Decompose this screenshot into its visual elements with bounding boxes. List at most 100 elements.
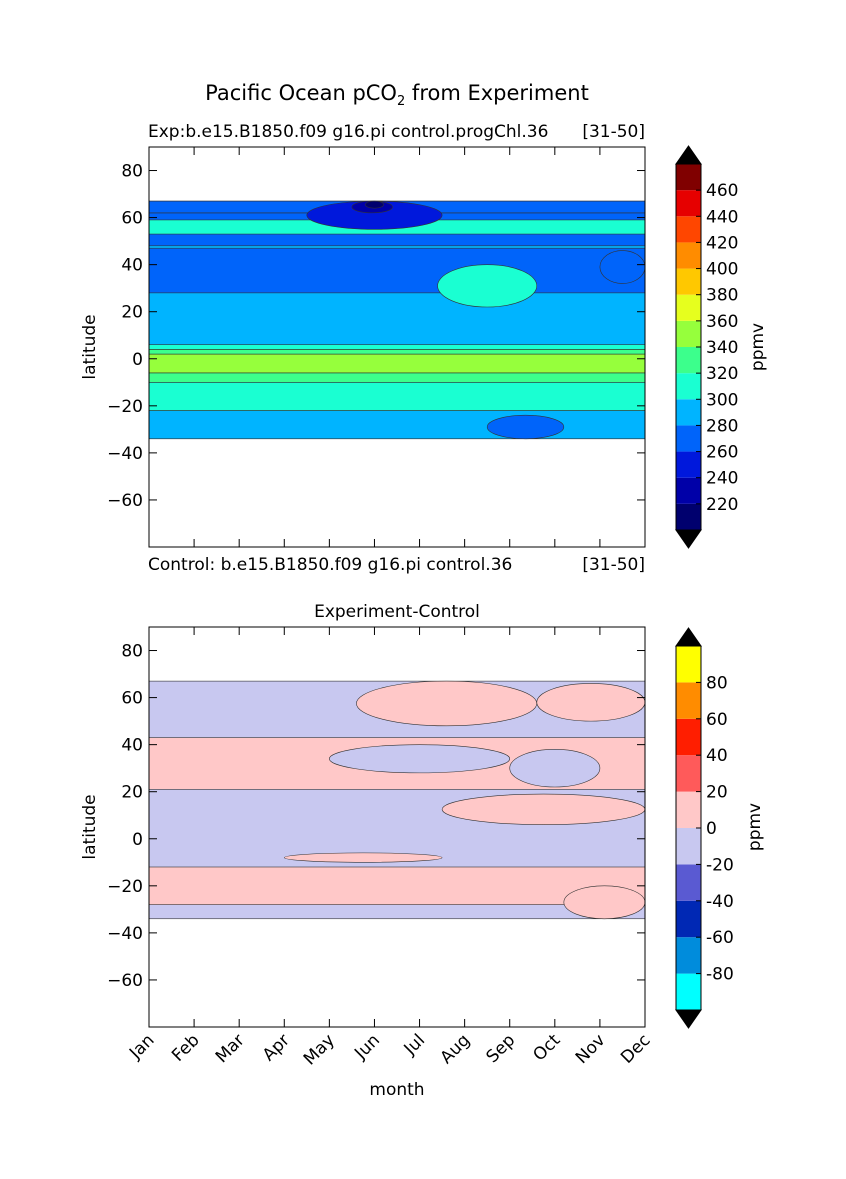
experiment-colorbar-swatch (676, 242, 701, 269)
difference-colorbar-tick-label: 80 (706, 673, 728, 693)
experiment-band (149, 353, 645, 374)
difference-contour-region (283, 852, 443, 863)
difference-colorbar-tick-label: 40 (706, 746, 728, 766)
experiment-colorbar-tick-label: 220 (706, 495, 738, 515)
difference-xtick-label: Dec (617, 1030, 654, 1067)
figure-title-main: Pacific Ocean pCO (205, 81, 397, 105)
experiment-colorbar-tick-label: 380 (706, 286, 738, 306)
experiment-ytick-label: 20 (121, 303, 143, 323)
experiment-band (149, 349, 645, 355)
difference-ytick-label: 40 (121, 736, 143, 756)
difference-colorbar-tick-label: -20 (706, 855, 734, 875)
difference-contour-region (441, 793, 645, 825)
figure-title-tail: from Experiment (405, 81, 589, 105)
difference-xtick-label: Jul (400, 1030, 429, 1059)
difference-colorbar-swatch (676, 718, 701, 756)
difference-colorbar-tick-label: -40 (706, 892, 734, 912)
difference-ytick-label: 0 (132, 830, 143, 850)
experiment-colorbar-swatch (676, 503, 701, 530)
experiment-colorbar: 220 240 260 280 300 320 340 360 380 400 420 440 460 (675, 145, 738, 549)
experiment-colorbar-tick-label: 300 (706, 390, 738, 410)
difference-ytick-label: −20 (107, 877, 143, 897)
difference-colorbar-swatch (676, 900, 701, 938)
experiment-colorbar-swatch (676, 347, 701, 374)
figure-title: Pacific Ocean pCO2 from Experiment (205, 81, 589, 109)
difference-colorbar: -80 -60 -40 -20 0 20 40 60 80 (675, 627, 734, 1029)
difference-contour-region (563, 885, 645, 920)
experiment-ytick-label: 60 (121, 209, 143, 229)
experiment-band (149, 247, 645, 294)
experiment-colorbar-swatch (676, 425, 701, 452)
difference-band (149, 866, 645, 905)
experiment-colorbar-swatch (676, 320, 701, 347)
difference-xtick-label: Jan (125, 1030, 158, 1063)
difference-xlabel: month (369, 1080, 424, 1100)
experiment-colorbar-swatch (676, 190, 701, 217)
difference-xtick-label: May (300, 1030, 339, 1069)
difference-ytick-label: −60 (107, 971, 143, 991)
difference-plot (149, 680, 645, 920)
experiment-ytick-label: 80 (121, 162, 143, 182)
difference-xtick-label: Sep (482, 1030, 519, 1067)
difference-xtick-label: Apr (259, 1030, 294, 1065)
difference-axes-frame (148, 626, 646, 1028)
experiment-colorbar-swatch (676, 268, 701, 295)
experiment-colorbar-extend-max (675, 145, 702, 165)
difference-ytick-label: 20 (121, 783, 143, 803)
experiment-colorbar-swatch (676, 373, 701, 400)
experiment-colorbar-swatch (676, 164, 701, 191)
experiment-contour-region (437, 264, 538, 308)
experiment-ytick-label: −60 (107, 491, 143, 511)
experiment-colorbar-tick-label: 240 (706, 469, 738, 489)
experiment-colorbar-swatch (676, 451, 701, 478)
experiment-colorbar-tick-label: 340 (706, 338, 738, 358)
experiment-band (149, 381, 645, 411)
difference-colorbar-tick-label: -80 (706, 965, 734, 985)
experiment-colorbar-tick-label: 360 (706, 312, 738, 332)
difference-colorbar-extend-min (675, 1009, 702, 1029)
experiment-colorbar-swatch (676, 477, 701, 504)
difference-colorbar-swatch (676, 791, 701, 828)
experiment-title-right: [31-50] (582, 122, 645, 142)
experiment-title-left: Exp:b.e15.B1850.f09 g16.pi control.progC… (148, 122, 548, 142)
experiment-colorbar-label: ppmv (748, 323, 768, 371)
difference-panel: Experiment-Control latitude month 80 60 40… (80, 602, 765, 1100)
difference-colorbar-tick-label: 20 (706, 783, 728, 803)
difference-title: Experiment-Control (314, 602, 480, 622)
experiment-colorbar-tick-label: 320 (706, 364, 738, 384)
experiment-colorbar-tick-label: 280 (706, 416, 738, 436)
experiment-ytick-label: 40 (121, 256, 143, 276)
difference-xtick-label: Feb (168, 1030, 203, 1065)
experiment-ytick-label: 0 (132, 350, 143, 370)
difference-colorbar-tick-label: 0 (706, 819, 717, 839)
difference-contour-region (536, 683, 645, 722)
difference-xtick-label: Mar (212, 1030, 249, 1067)
experiment-colorbar-tick-label: 460 (706, 181, 738, 201)
difference-colorbar-swatch (676, 864, 701, 901)
experiment-colorbar-tick-label: 440 (706, 207, 738, 227)
difference-ytick-label: −40 (107, 924, 143, 944)
difference-xtick-label: Nov (572, 1030, 610, 1068)
difference-colorbar-swatch (676, 682, 701, 719)
difference-colorbar-swatch (676, 646, 701, 683)
difference-colorbar-swatch (676, 973, 701, 1010)
difference-colorbar-tick-label: -60 (706, 928, 734, 948)
experiment-contour-region (599, 250, 645, 284)
experiment-ylabel: latitude (80, 314, 100, 379)
experiment-colorbar-extend-min (675, 529, 702, 549)
experiment-band (149, 410, 645, 440)
difference-colorbar-swatch (676, 755, 701, 792)
experiment-axes: 80 60 40 20 0 −20 −40 −60 (107, 146, 646, 548)
difference-ylabel: latitude (80, 794, 100, 859)
experiment-colorbar-tick-label: 420 (706, 233, 738, 253)
difference-contour-region (356, 680, 538, 727)
experiment-band (149, 372, 645, 383)
experiment-colorbar-tick-label: 400 (706, 260, 738, 280)
experiment-colorbar-tick-label: 260 (706, 443, 738, 463)
figure-title-sub: 2 (397, 94, 405, 109)
experiment-ytick-label: −40 (107, 444, 143, 464)
difference-colorbar-tick-label: 60 (706, 710, 728, 730)
difference-colorbar-extend-max (675, 627, 702, 647)
experiment-ytick-label: −20 (107, 397, 143, 417)
